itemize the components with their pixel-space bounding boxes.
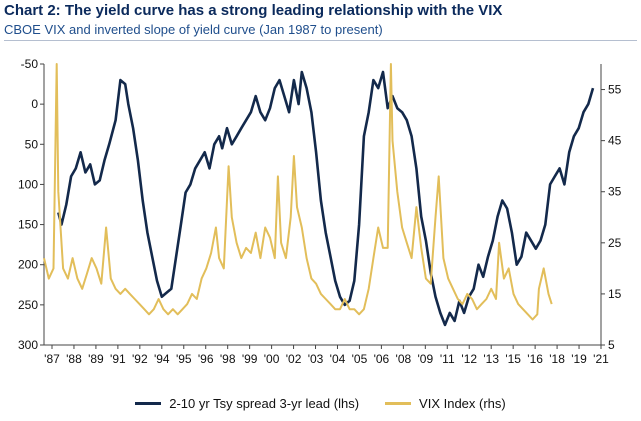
x-tick-label: '15 (505, 352, 521, 366)
x-tick-label: '02 (286, 352, 302, 366)
left-tick-label: 0 (31, 97, 38, 111)
x-tick-label: '88 (66, 352, 82, 366)
left-tick-label: 50 (25, 137, 39, 151)
x-tick-label: '16 (527, 352, 543, 366)
x-tick-label: '08 (396, 352, 412, 366)
left-tick-label: 250 (18, 298, 38, 312)
legend: 2-10 yr Tsy spread 3-yr lead (lhs) VIX I… (0, 396, 641, 411)
series-line-vix (43, 63, 553, 321)
x-tick-label: '98 (220, 352, 236, 366)
title-divider (4, 40, 637, 41)
x-tick-label: '12 (461, 352, 477, 366)
x-tick-label: '18 (549, 352, 565, 366)
left-tick-label: 300 (18, 338, 38, 352)
x-tick-label: '05 (352, 352, 368, 366)
x-tick-label: '87 (44, 352, 60, 366)
legend-item-vix: VIX Index (rhs) (385, 396, 506, 411)
chart-subtitle: CBOE VIX and inverted slope of yield cur… (4, 22, 383, 37)
right-tick-label: 35 (608, 185, 622, 199)
legend-label-vix: VIX Index (rhs) (419, 396, 506, 411)
x-tick-label: '96 (198, 352, 214, 366)
chart-title: Chart 2: The yield curve has a strong le… (4, 2, 503, 19)
x-tick-label: '91 (110, 352, 126, 366)
left-tick-label: 150 (18, 218, 38, 232)
legend-label-spread: 2-10 yr Tsy spread 3-yr lead (lhs) (169, 396, 360, 411)
x-tick-label: '21 (593, 352, 609, 366)
right-tick-label: 5 (608, 338, 615, 352)
left-tick-label: 200 (18, 258, 38, 272)
legend-swatch-vix (385, 402, 412, 405)
x-tick-label: '03 (308, 352, 324, 366)
x-tick-label: '99 (242, 352, 258, 366)
legend-item-spread: 2-10 yr Tsy spread 3-yr lead (lhs) (135, 396, 359, 411)
series-line-spread (57, 70, 595, 327)
right-tick-label: 55 (608, 83, 622, 97)
right-tick-label: 45 (608, 134, 622, 148)
legend-swatch-spread (135, 402, 162, 405)
right-tick-label: 15 (608, 287, 622, 301)
x-tick-label: '92 (132, 352, 148, 366)
left-tick-label: 100 (18, 177, 38, 191)
x-tick-label: '89 (88, 352, 104, 366)
x-tick-label: '06 (374, 352, 390, 366)
x-tick-label: '94 (154, 352, 170, 366)
x-tick-label: '95 (176, 352, 192, 366)
x-tick-label: '13 (483, 352, 499, 366)
x-tick-label: '00 (264, 352, 280, 366)
left-tick-label: -50 (21, 57, 39, 71)
x-tick-label: '19 (571, 352, 587, 366)
x-tick-label: '04 (330, 352, 346, 366)
x-tick-label: '11 (440, 352, 455, 366)
right-tick-label: 25 (608, 236, 622, 250)
x-tick-label: '09 (417, 352, 433, 366)
